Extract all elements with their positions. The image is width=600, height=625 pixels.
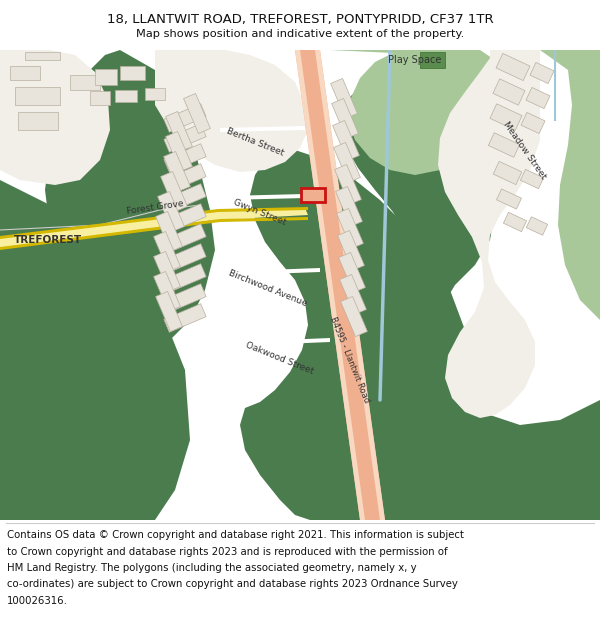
Polygon shape <box>154 251 181 291</box>
Polygon shape <box>301 188 325 202</box>
Polygon shape <box>164 244 206 272</box>
Polygon shape <box>341 296 367 336</box>
Polygon shape <box>334 142 361 182</box>
Text: Contains OS data © Crown copyright and database right 2021. This information is : Contains OS data © Crown copyright and d… <box>7 531 464 541</box>
Bar <box>25 52 60 60</box>
Polygon shape <box>0 207 308 239</box>
Polygon shape <box>164 264 206 292</box>
Polygon shape <box>164 124 206 152</box>
Polygon shape <box>335 164 361 204</box>
Polygon shape <box>45 50 215 350</box>
Polygon shape <box>496 189 521 209</box>
Polygon shape <box>258 338 330 345</box>
Polygon shape <box>496 53 530 81</box>
Bar <box>95 69 117 85</box>
Polygon shape <box>164 184 206 213</box>
Polygon shape <box>166 111 193 151</box>
Polygon shape <box>164 104 206 132</box>
Text: Meadow Street: Meadow Street <box>502 119 548 181</box>
Polygon shape <box>240 268 320 275</box>
Polygon shape <box>521 112 545 134</box>
Polygon shape <box>526 88 550 109</box>
Polygon shape <box>161 171 187 211</box>
Polygon shape <box>530 62 554 84</box>
Polygon shape <box>155 291 182 331</box>
Text: TREFOREST: TREFOREST <box>14 235 82 245</box>
Polygon shape <box>315 50 385 520</box>
Polygon shape <box>155 50 308 172</box>
Bar <box>120 66 145 80</box>
Text: to Crown copyright and database rights 2023 and is reproduced with the permissio: to Crown copyright and database rights 2… <box>7 547 448 557</box>
Polygon shape <box>225 194 305 200</box>
Polygon shape <box>493 161 522 184</box>
Polygon shape <box>490 104 522 130</box>
Polygon shape <box>0 208 308 248</box>
Polygon shape <box>154 271 181 311</box>
Bar <box>10 66 40 80</box>
Polygon shape <box>154 231 181 271</box>
Polygon shape <box>295 50 365 520</box>
Polygon shape <box>526 217 548 235</box>
Polygon shape <box>220 126 305 132</box>
Polygon shape <box>0 180 190 520</box>
Polygon shape <box>331 79 358 119</box>
Text: 18, LLANTWIT ROAD, TREFOREST, PONTYPRIDD, CF37 1TR: 18, LLANTWIT ROAD, TREFOREST, PONTYPRIDD… <box>107 12 493 26</box>
Polygon shape <box>488 132 520 158</box>
Polygon shape <box>493 79 525 105</box>
Polygon shape <box>520 169 544 189</box>
Polygon shape <box>335 186 362 226</box>
Bar <box>70 75 100 90</box>
Text: Birchwood Avenue: Birchwood Avenue <box>227 268 308 308</box>
Polygon shape <box>164 304 206 332</box>
Polygon shape <box>332 99 358 139</box>
Polygon shape <box>164 224 206 253</box>
Text: Map shows position and indicative extent of the property.: Map shows position and indicative extent… <box>136 29 464 39</box>
Bar <box>90 91 110 105</box>
Text: Bertha Street: Bertha Street <box>225 126 285 158</box>
Polygon shape <box>338 253 365 292</box>
Polygon shape <box>295 50 385 520</box>
Text: Oakwood Street: Oakwood Street <box>245 340 315 376</box>
Polygon shape <box>0 50 110 185</box>
Text: Gwyn Street: Gwyn Street <box>232 198 288 227</box>
Polygon shape <box>164 151 190 191</box>
Bar <box>115 90 137 102</box>
Bar <box>15 87 60 105</box>
Polygon shape <box>540 50 600 320</box>
Polygon shape <box>164 284 206 312</box>
Polygon shape <box>332 121 359 161</box>
Polygon shape <box>164 204 206 232</box>
Text: Forest Grove: Forest Grove <box>126 199 184 216</box>
Polygon shape <box>340 274 367 314</box>
Polygon shape <box>337 209 364 249</box>
Bar <box>18 112 58 130</box>
Polygon shape <box>503 213 527 232</box>
Text: co-ordinates) are subject to Crown copyright and database rights 2023 Ordnance S: co-ordinates) are subject to Crown copyr… <box>7 579 458 589</box>
Text: Play Space: Play Space <box>388 55 442 65</box>
Text: 100026316.: 100026316. <box>7 596 68 606</box>
Text: B4595 - Llantwit Road: B4595 - Llantwit Road <box>329 316 371 404</box>
Polygon shape <box>330 50 520 175</box>
Polygon shape <box>0 217 308 250</box>
Polygon shape <box>155 211 182 251</box>
Text: HM Land Registry. The polygons (including the associated geometry, namely x, y: HM Land Registry. The polygons (includin… <box>7 563 417 573</box>
Polygon shape <box>338 231 364 271</box>
Polygon shape <box>158 191 184 231</box>
Polygon shape <box>438 50 540 418</box>
Polygon shape <box>184 94 211 134</box>
Polygon shape <box>330 88 600 520</box>
Bar <box>420 52 445 68</box>
Polygon shape <box>164 144 206 172</box>
Bar <box>145 88 165 100</box>
Polygon shape <box>166 131 193 171</box>
Polygon shape <box>164 164 206 192</box>
Polygon shape <box>240 150 475 520</box>
